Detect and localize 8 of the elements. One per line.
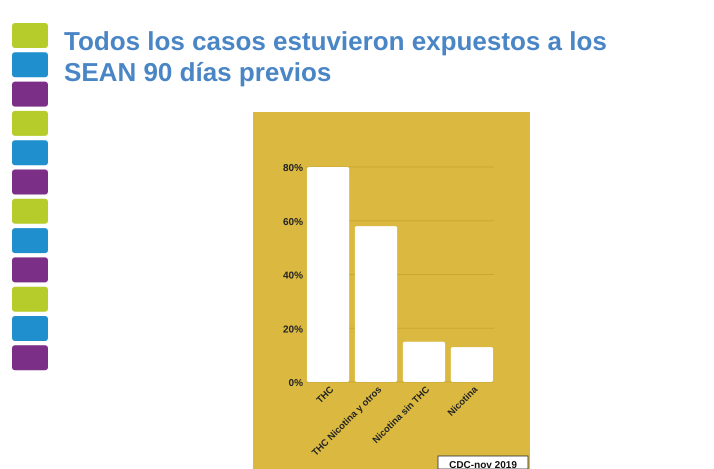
x-tick-label: THC bbox=[314, 384, 336, 406]
chart-title: Todos los casos estuvieron expuestos a los SEAN 90 días previos bbox=[64, 26, 607, 87]
y-tick-label: 0% bbox=[288, 378, 304, 389]
y-tick-label: 80% bbox=[282, 163, 304, 174]
y-tick-label: 20% bbox=[282, 324, 304, 336]
y-tick-label: 60% bbox=[282, 216, 304, 228]
text: CDC-nov 2019 bbox=[449, 460, 518, 469]
y-tick-label: 40% bbox=[282, 270, 304, 282]
